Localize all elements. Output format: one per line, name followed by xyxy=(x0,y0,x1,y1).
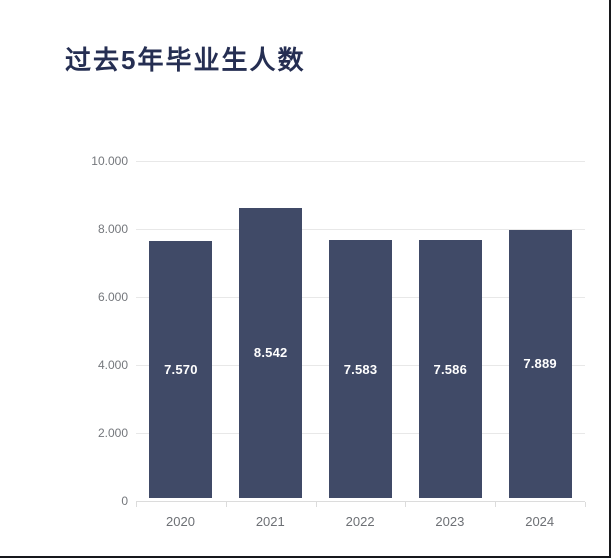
bar-2020[interactable]: 7.570 xyxy=(149,240,213,498)
y-axis-tick-label: 8.000 xyxy=(97,222,128,236)
y-axis-tick-label: 2.000 xyxy=(97,426,128,440)
x-axis-tick-label: 2023 xyxy=(435,514,465,529)
gridline xyxy=(136,160,585,162)
x-axis-tick xyxy=(495,502,497,507)
y-axis-tick-label: 0 xyxy=(121,494,128,508)
x-axis-tick-label: 2022 xyxy=(345,514,375,529)
x-axis-tick xyxy=(136,502,137,507)
gridline xyxy=(136,228,585,230)
bar-value-label: 7.586 xyxy=(433,361,468,377)
x-axis-line xyxy=(136,501,585,502)
x-axis-tick-label: 2021 xyxy=(255,514,285,529)
bar-value-label: 7.570 xyxy=(164,361,198,377)
bar-2022[interactable]: 7.583 xyxy=(329,240,392,498)
bar-2023[interactable]: 7.586 xyxy=(418,240,482,498)
bar-value-label: 7.889 xyxy=(523,356,557,372)
y-axis-tick-label: 6.000 xyxy=(97,290,128,304)
bar-2024[interactable]: 7.889 xyxy=(508,229,572,498)
bar-value-label: 8.542 xyxy=(253,345,288,361)
y-axis-tick-label: 4.000 xyxy=(97,358,128,372)
x-axis-tick-label: 2020 xyxy=(166,514,195,529)
x-axis-tick xyxy=(585,502,586,507)
y-axis-tick-label: 10.000 xyxy=(91,154,128,168)
x-axis-tick-label: 2024 xyxy=(525,514,555,529)
x-axis-tick xyxy=(225,502,227,507)
x-axis-tick xyxy=(405,502,407,507)
bar-value-label: 7.583 xyxy=(343,361,378,377)
chart-title: 过去5年毕业生人数 xyxy=(65,45,306,75)
bar-2021[interactable]: 8.542 xyxy=(239,207,303,498)
x-axis-tick xyxy=(315,502,317,507)
